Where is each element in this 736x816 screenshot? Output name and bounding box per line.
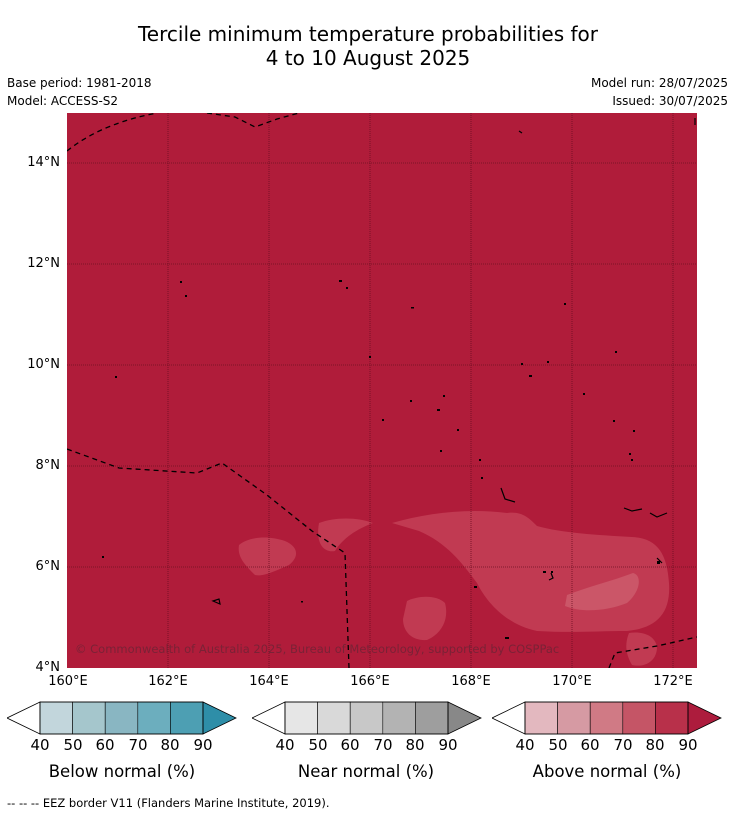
- eez-border: [608, 636, 697, 668]
- model-run: Model run: 28/07/2025: [590, 76, 728, 90]
- eez-border: [206, 113, 300, 128]
- cb-below-label: 90: [193, 736, 213, 754]
- lower-prob-region: [565, 573, 639, 611]
- map-graphic: [67, 113, 697, 668]
- colorbar-below-extend: [202, 701, 237, 735]
- island: [518, 130, 523, 134]
- colorbar-above: [492, 701, 722, 735]
- lower-prob-region: [318, 518, 373, 552]
- cb-near-label: 90: [438, 736, 458, 754]
- lat-label-8n: 8°N: [35, 458, 61, 473]
- cb-below-label: 60: [95, 736, 115, 754]
- probability-map[interactable]: © Commonwealth of Australia 2025, Bureau…: [67, 113, 697, 668]
- island: [548, 572, 554, 581]
- cb-near-label: 50: [308, 736, 328, 754]
- lat-label-14n: 14°N: [27, 155, 60, 170]
- cb-near-label: 60: [340, 736, 360, 754]
- eez-legend-note: -- -- -- EEZ border V11 (Flanders Marine…: [7, 796, 330, 810]
- lower-prob-region: [626, 632, 657, 666]
- island: [623, 507, 643, 512]
- copyright-notice: © Commonwealth of Australia 2025, Bureau…: [75, 642, 560, 656]
- cb-above-label: 90: [678, 736, 698, 754]
- cb-above-label: 70: [613, 736, 633, 754]
- colorbar-below-title: Below normal (%): [48, 762, 196, 781]
- colorbar-below-swatch: [170, 701, 204, 735]
- colorbar-near: [252, 701, 482, 735]
- lower-prob-region: [403, 596, 447, 641]
- colorbar-above-swatch: [589, 701, 624, 735]
- lon-label-166e: 166°E: [350, 674, 390, 689]
- title-line-1: Tercile minimum temperature probabilitie…: [137, 22, 599, 46]
- colorbar-near-swatch: [349, 701, 384, 735]
- cb-near-label: 70: [373, 736, 393, 754]
- eez-border: [67, 448, 350, 668]
- model-name: Model: ACCESS-S2: [7, 94, 119, 108]
- island: [656, 557, 663, 564]
- colorbar-below-swatch: [39, 701, 73, 735]
- lat-label-10n: 10°N: [27, 357, 60, 372]
- title-line-2: 4 to 10 August 2025: [265, 46, 471, 70]
- colorbar-below: [7, 701, 237, 735]
- meta-right: Model run: 28/07/2025 Issued: 30/07/2025: [591, 74, 728, 110]
- colorbar-above-swatch: [524, 701, 558, 735]
- colorbar-near-swatch: [415, 701, 449, 735]
- colorbar-above-title: Above normal (%): [532, 762, 682, 781]
- cb-above-label: 40: [515, 736, 535, 754]
- meta-left: Base period: 1981-2018 Model: ACCESS-S2: [7, 74, 152, 110]
- lower-prob-region: [238, 537, 297, 576]
- colorbar-above-extend: [687, 701, 722, 735]
- chart-title: Tercile minimum temperature probabilitie…: [0, 22, 736, 70]
- cb-near-label: 80: [405, 736, 425, 754]
- colorbar-below-swatch: [104, 701, 139, 735]
- colorbar-near-extend: [447, 701, 482, 735]
- cb-below-label: 50: [63, 736, 83, 754]
- issued-date: Issued: 30/07/2025: [612, 94, 728, 108]
- base-period: Base period: 1981-2018: [7, 76, 152, 90]
- colorbar-near-title: Near normal (%): [297, 762, 435, 781]
- lat-label-6n: 6°N: [35, 559, 61, 574]
- cb-above-label: 80: [645, 736, 665, 754]
- cb-below-label: 80: [160, 736, 180, 754]
- colorbar-near-swatch: [317, 701, 351, 735]
- eez-border: [67, 113, 158, 152]
- island: [649, 512, 668, 518]
- colorbar-above-swatch: [557, 701, 591, 735]
- island: [500, 487, 516, 503]
- lat-label-4n: 4°N: [35, 660, 61, 675]
- lon-label-172e: 172°E: [653, 674, 693, 689]
- cb-below-label: 70: [128, 736, 148, 754]
- lon-label-160e: 160°E: [48, 674, 88, 689]
- cb-near-label: 40: [275, 736, 295, 754]
- cb-above-label: 60: [580, 736, 600, 754]
- cb-above-label: 50: [548, 736, 568, 754]
- colorbar-near-swatch: [382, 701, 416, 735]
- island: [211, 598, 221, 606]
- lon-label-170e: 170°E: [552, 674, 592, 689]
- colorbar-below-swatch: [72, 701, 106, 735]
- lat-label-12n: 12°N: [27, 256, 60, 271]
- colorbar-above-swatch: [655, 701, 689, 735]
- lon-label-162e: 162°E: [148, 674, 188, 689]
- colorbar-near-swatch: [284, 701, 318, 735]
- colorbar-above-swatch: [622, 701, 656, 735]
- cb-below-label: 40: [30, 736, 50, 754]
- lon-label-164e: 164°E: [249, 674, 289, 689]
- colorbar-below-swatch: [137, 701, 171, 735]
- lon-label-168e: 168°E: [451, 674, 491, 689]
